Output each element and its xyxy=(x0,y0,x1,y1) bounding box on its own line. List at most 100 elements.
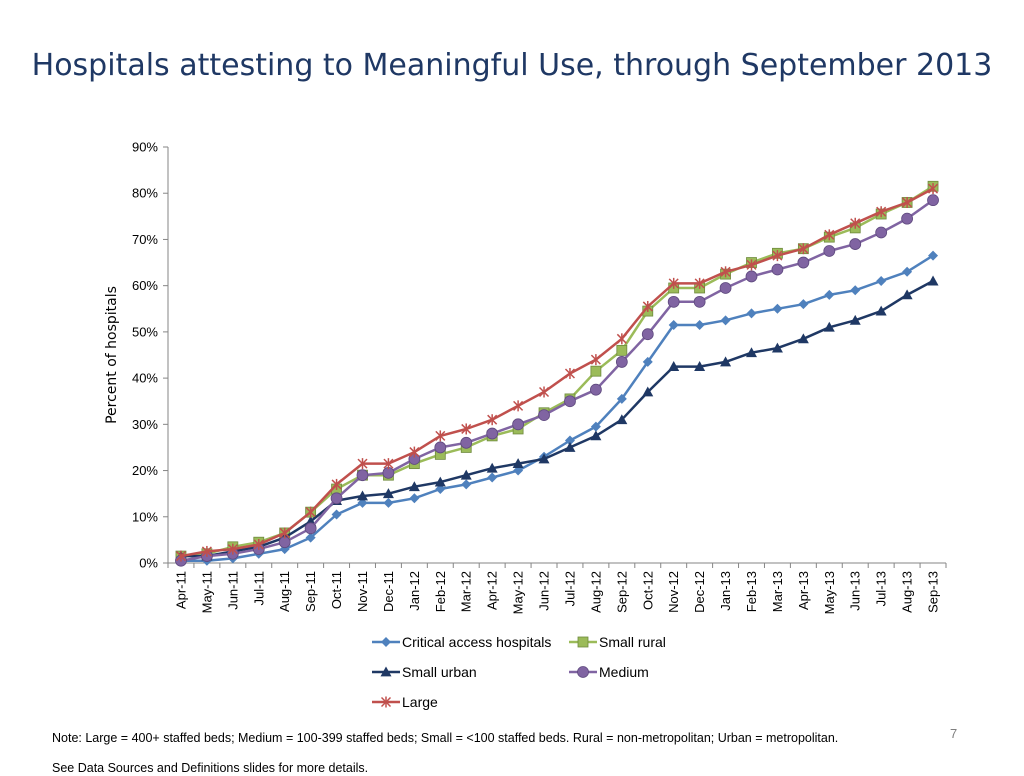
data-point-critical-access-hospitals xyxy=(487,472,498,483)
series-group xyxy=(175,180,939,567)
data-point-medium xyxy=(486,427,499,440)
data-point-small-urban xyxy=(434,476,446,487)
data-point-large xyxy=(331,478,342,490)
x-tick-label: Jan-13 xyxy=(718,571,733,611)
legend-marker xyxy=(380,666,392,677)
x-tick-label: Sep-11 xyxy=(303,571,318,612)
legend-label: Small urban xyxy=(402,664,477,680)
data-point-small-urban xyxy=(590,430,602,441)
x-tick-label: Mar-12 xyxy=(459,571,474,612)
data-point-medium xyxy=(745,270,758,283)
data-point-medium xyxy=(849,238,862,250)
data-point-medium xyxy=(330,492,343,505)
data-point-medium xyxy=(823,245,836,257)
x-tick-label: Nov-12 xyxy=(666,571,681,613)
legend-marker xyxy=(380,696,392,708)
data-point-large xyxy=(175,550,186,562)
x-tick-label: Jan-12 xyxy=(407,571,422,611)
data-point-large xyxy=(798,243,809,255)
series-medium xyxy=(175,194,939,567)
series-line-small-urban xyxy=(181,279,934,558)
data-point-large xyxy=(668,277,679,289)
series-line-large xyxy=(180,187,934,558)
data-point-critical-access-hospitals xyxy=(305,532,316,543)
data-point-critical-access-hospitals xyxy=(590,421,601,432)
data-point-critical-access-hospitals xyxy=(357,497,368,508)
series-line-medium xyxy=(180,199,934,562)
x-tick-label: Aug-11 xyxy=(277,571,292,612)
data-point-large xyxy=(279,527,290,539)
data-point-small-urban xyxy=(357,490,368,501)
legend-label: Large xyxy=(402,694,438,710)
data-point-medium xyxy=(875,226,888,239)
data-point-critical-access-hospitals xyxy=(694,319,705,330)
data-point-small-urban xyxy=(512,458,524,469)
series-line-critical-access-hospitals xyxy=(181,254,934,562)
data-point-small-urban xyxy=(408,481,420,492)
data-point-critical-access-hospitals xyxy=(642,356,653,367)
x-tick-label: Feb-13 xyxy=(744,571,759,612)
data-point-medium xyxy=(927,194,939,207)
data-point-small-urban xyxy=(849,314,861,325)
data-point-medium xyxy=(460,436,473,449)
data-point-small-urban xyxy=(668,361,680,371)
data-point-large xyxy=(850,217,861,229)
x-tick-label: Aug-12 xyxy=(588,571,603,613)
data-point-critical-access-hospitals xyxy=(435,484,446,495)
legend-item-small-rural: Small rural xyxy=(569,634,666,650)
data-point-large xyxy=(435,430,446,442)
y-axis-label: Percent of hospitals xyxy=(104,286,120,424)
data-point-small-urban xyxy=(694,361,706,371)
legend-item-medium: Medium xyxy=(569,664,649,680)
data-point-large xyxy=(227,543,238,555)
data-point-medium xyxy=(304,522,317,535)
data-point-medium xyxy=(641,328,654,341)
legend-item-large: Large xyxy=(372,694,438,710)
y-tick-label: 50% xyxy=(132,324,158,339)
legend-item-small-urban: Small urban xyxy=(372,664,477,680)
data-point-large xyxy=(564,367,575,379)
data-point-large xyxy=(902,196,913,208)
data-point-small-rural xyxy=(590,365,602,377)
x-tick-label: Mar-13 xyxy=(770,571,785,612)
data-point-critical-access-hospitals xyxy=(876,276,887,287)
data-point-small-urban xyxy=(642,386,654,397)
data-point-large xyxy=(590,354,601,366)
data-point-medium xyxy=(564,395,576,408)
data-point-critical-access-hospitals xyxy=(824,289,835,300)
data-point-large xyxy=(746,259,757,271)
data-point-small-urban xyxy=(797,333,809,344)
data-point-critical-access-hospitals xyxy=(461,479,472,490)
data-point-small-urban xyxy=(564,441,576,452)
data-point-large xyxy=(253,539,264,551)
x-axis-ticks: Apr-11 May-11 Jun-11 Jul-11 Aug-11 Sep-11 Oct-… xyxy=(167,563,947,614)
data-point-critical-access-hospitals xyxy=(798,299,809,310)
data-point-medium xyxy=(590,383,602,396)
x-tick-label: Aug-13 xyxy=(900,571,915,613)
x-tick-label: Apr-11 xyxy=(173,571,188,609)
data-point-large xyxy=(616,333,627,345)
data-point-small-urban xyxy=(616,414,628,425)
y-tick-label: 10% xyxy=(132,509,158,524)
data-point-medium xyxy=(719,282,732,294)
x-tick-label: Apr-12 xyxy=(485,571,500,610)
page-number: 7 xyxy=(950,726,958,741)
x-tick-label: Jul-11 xyxy=(251,571,266,605)
data-point-critical-access-hospitals xyxy=(746,308,757,319)
data-point-critical-access-hospitals xyxy=(668,319,679,330)
data-point-large xyxy=(409,446,420,458)
legend-marker xyxy=(577,666,589,678)
data-point-medium xyxy=(434,441,447,454)
data-point-large xyxy=(694,277,705,289)
x-tick-label: Jul-13 xyxy=(874,571,889,606)
data-point-medium xyxy=(667,295,680,308)
x-tick-label: Feb-12 xyxy=(433,571,448,612)
data-point-critical-access-hospitals xyxy=(720,315,731,326)
data-point-large xyxy=(513,400,524,412)
legend-marker xyxy=(381,637,391,647)
legend-marker xyxy=(577,636,589,648)
y-tick-label: 80% xyxy=(132,186,158,201)
x-tick-label: Oct-12 xyxy=(640,571,655,610)
data-point-large xyxy=(357,458,368,470)
series-large xyxy=(175,183,939,562)
